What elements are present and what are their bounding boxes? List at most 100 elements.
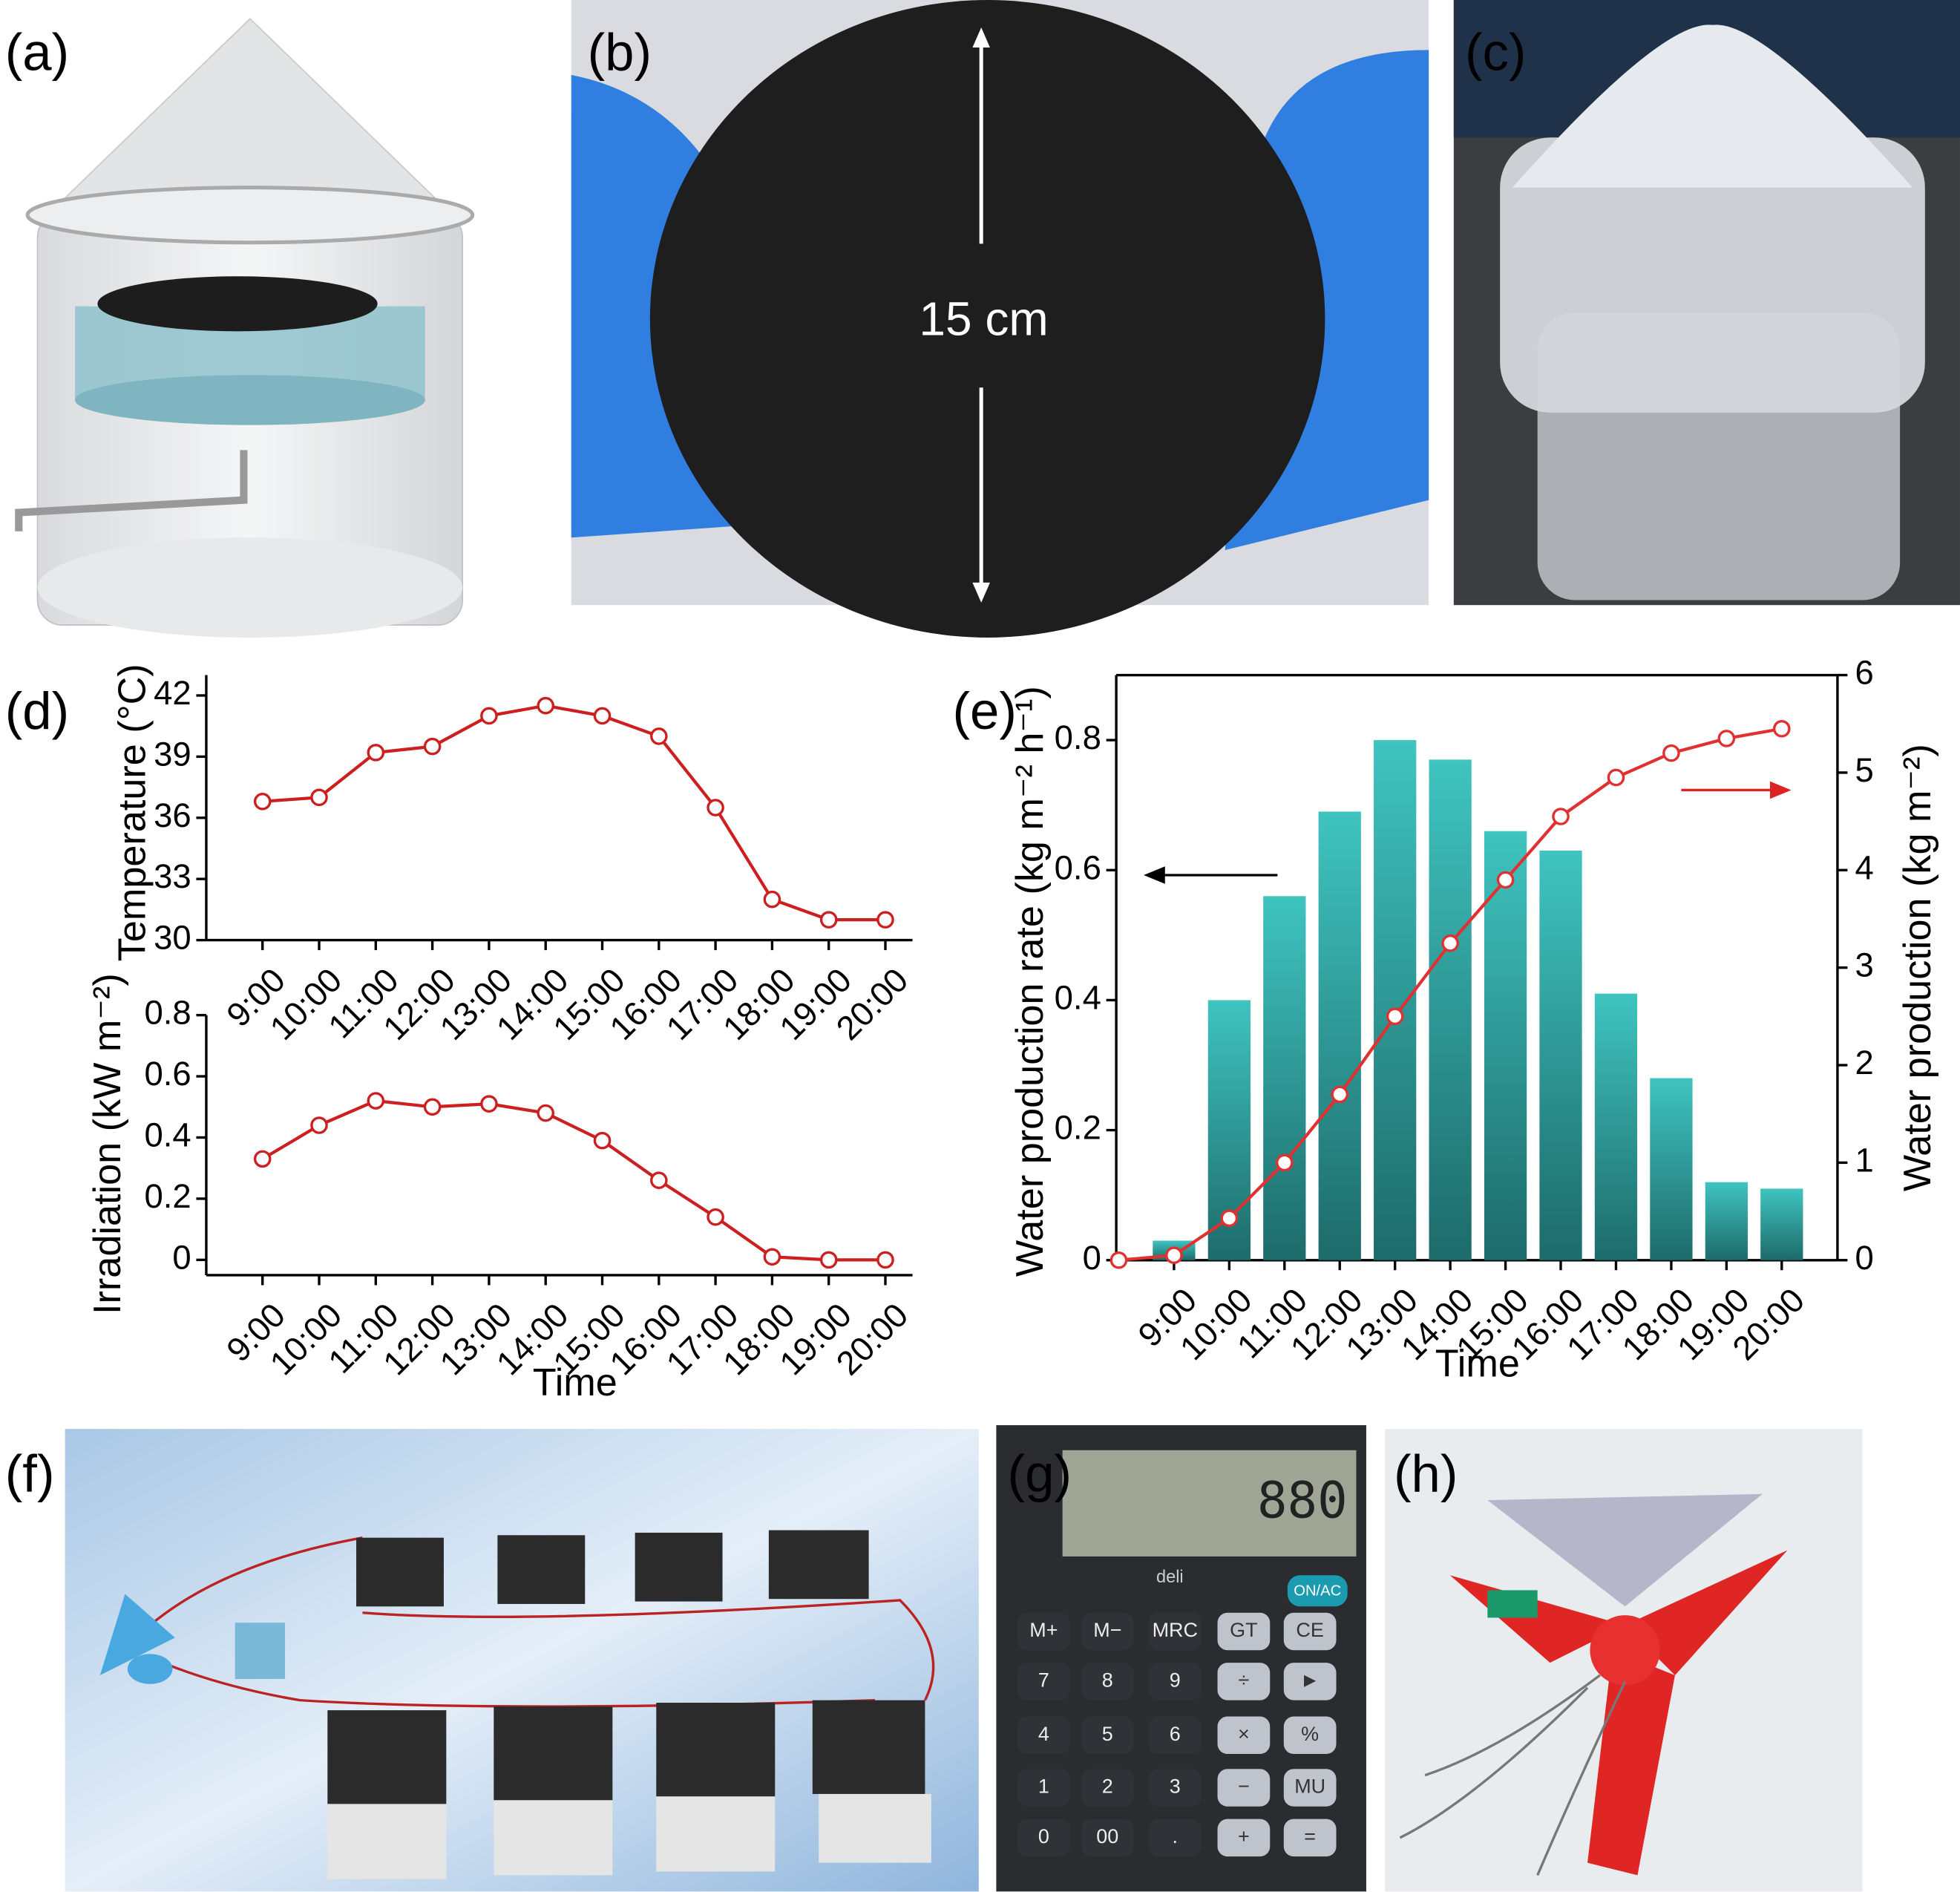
calculator-key <box>1017 1663 1070 1700</box>
calculator-key <box>1217 1769 1271 1807</box>
point <box>819 1251 838 1269</box>
point <box>876 1251 894 1269</box>
point <box>1662 744 1680 762</box>
calculator-key-label: % <box>1301 1723 1319 1745</box>
calculator-brand: deli <box>1156 1567 1184 1586</box>
calculator-key <box>1081 1612 1134 1651</box>
panel-label: (f) <box>5 1444 55 1503</box>
calculator-key-label: × <box>1238 1723 1250 1745</box>
y-axis-label: Temperature (°C) <box>111 664 154 961</box>
calculator-key-label: ÷ <box>1238 1669 1249 1691</box>
point <box>1607 768 1625 787</box>
line <box>262 704 885 922</box>
calculator-key <box>1081 1716 1134 1755</box>
calculator-key <box>1148 1663 1202 1700</box>
point <box>367 744 385 762</box>
bar <box>1318 811 1361 1260</box>
calculator-key <box>1283 1716 1337 1755</box>
point <box>593 1131 612 1150</box>
calculator-key-label: 6 <box>1170 1723 1181 1745</box>
line <box>261 1099 885 1262</box>
panel-label: (b) <box>588 22 652 81</box>
panel-label: (e) <box>952 681 1016 740</box>
point <box>367 1092 385 1110</box>
calculator-key-label: 0 <box>1038 1825 1049 1847</box>
x-axis-label: Time <box>533 1361 617 1404</box>
y-tick-label: 30 <box>154 919 191 957</box>
calculator-key <box>1081 1819 1134 1857</box>
y-axis-label: Irradiation (kW m⁻²) <box>86 973 129 1315</box>
y2-tick-label: 6 <box>1855 654 1874 692</box>
point <box>310 1116 328 1134</box>
calculator-key-label: 5 <box>1102 1723 1113 1745</box>
bar <box>1539 850 1582 1260</box>
calculator-key-label: CE <box>1296 1619 1323 1641</box>
y2-tick-label: 4 <box>1855 848 1874 886</box>
calculator-key-label: − <box>1238 1775 1250 1798</box>
y-tick-label: 0.8 <box>144 994 191 1032</box>
point <box>537 1104 555 1122</box>
calculator-key <box>1017 1716 1070 1755</box>
point <box>1110 1251 1128 1269</box>
y-tick-label: 0 <box>1083 1239 1101 1277</box>
point <box>480 1095 498 1113</box>
y-tick-label: 0.8 <box>1055 718 1101 756</box>
calculator-key <box>1217 1716 1271 1755</box>
arrows <box>1144 781 1792 884</box>
photo-c <box>1453 0 1960 606</box>
y-axis-label: Water production rate (kg m⁻² h⁻¹) <box>1009 686 1052 1277</box>
y-tick-label: 0.2 <box>1055 1109 1101 1147</box>
calculator-key <box>1081 1663 1134 1700</box>
calculator-key-label: 8 <box>1102 1669 1113 1691</box>
calculator-key-label: 2 <box>1102 1775 1113 1798</box>
point <box>707 1208 724 1226</box>
point <box>1441 934 1459 952</box>
y2-tick-label: 1 <box>1855 1141 1874 1179</box>
calculator-key <box>1217 1663 1271 1700</box>
bar <box>1484 831 1527 1260</box>
panel-label: (a) <box>5 22 69 81</box>
panel-label: (g) <box>1008 1444 1072 1503</box>
point <box>537 696 555 715</box>
point <box>1552 808 1570 825</box>
calculator-key-label: MU <box>1294 1775 1325 1798</box>
calculator-key-label: . <box>1173 1825 1178 1847</box>
y-tick-label: 0.6 <box>1055 848 1101 886</box>
y-tick-label: 39 <box>154 735 191 773</box>
render-f <box>65 1429 979 1892</box>
point <box>1220 1209 1239 1228</box>
point <box>763 1248 781 1266</box>
calculator-key-label: + <box>1238 1825 1250 1847</box>
calculator-key-label: 1 <box>1038 1775 1049 1798</box>
photo-a <box>15 18 475 638</box>
y2-tick-label: 3 <box>1855 946 1874 984</box>
point <box>1496 871 1515 889</box>
y-tick-label: 0.6 <box>144 1055 191 1093</box>
point <box>1331 1085 1349 1104</box>
calculator-key-label: 4 <box>1038 1723 1049 1745</box>
point <box>650 727 668 745</box>
y-tick-label: 36 <box>154 796 191 834</box>
point <box>423 1098 442 1116</box>
panel-label: (d) <box>5 681 69 740</box>
point <box>650 1171 668 1189</box>
calculator-key <box>1017 1819 1070 1857</box>
bar <box>1705 1182 1748 1260</box>
point <box>876 911 894 929</box>
point <box>763 890 781 909</box>
calculator-key <box>1283 1769 1337 1807</box>
point <box>253 793 272 811</box>
photo-h <box>1385 1429 1863 1892</box>
calculator-photo: 880 deli ON/AC M+ M− MRC GT CE 7 8 9 ÷ ► 4 5 6 × % 1 2 3 −… <box>996 1425 1366 1892</box>
point <box>1276 1153 1294 1172</box>
calculator-key <box>1081 1769 1134 1807</box>
y-tick-label: 42 <box>154 674 191 712</box>
calculator-key-label: MRC <box>1153 1619 1198 1641</box>
calculator-key-label: 00 <box>1096 1825 1118 1847</box>
calculator-key <box>1017 1769 1070 1807</box>
point <box>253 1150 272 1168</box>
calculator-key <box>1017 1612 1070 1651</box>
calculator-key <box>1283 1663 1337 1700</box>
